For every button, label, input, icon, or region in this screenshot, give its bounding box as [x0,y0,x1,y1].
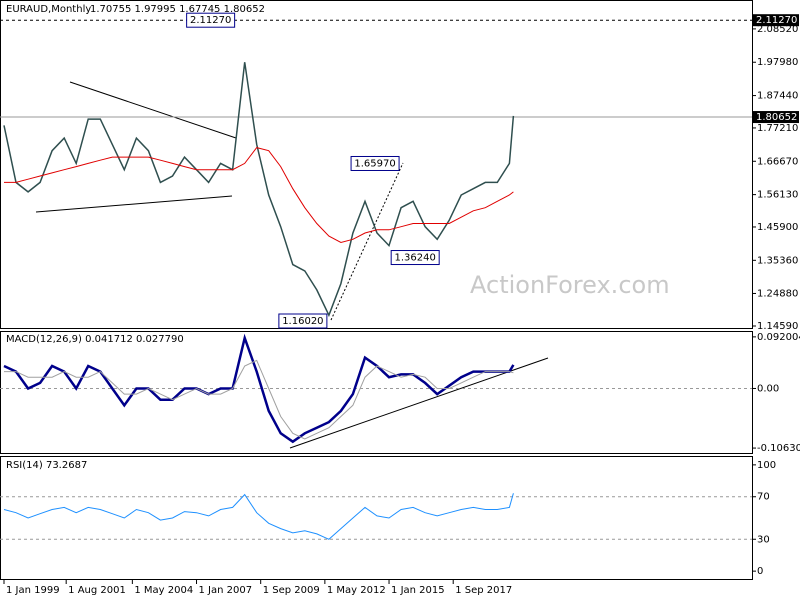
trendlines [35,81,549,449]
y-tick-label: 100 [757,460,776,471]
series-line [3,333,515,444]
level-label: 1.80652 [756,112,797,123]
macd-frame [0,331,753,454]
annotation-label: 1.16020 [282,316,323,327]
y-tick-label: 1.14590 [757,321,798,332]
y-tick-label: 1.97980 [757,57,798,68]
y-tick-label: -0.106308 [757,443,800,454]
chart-title: EURAUD,Monthly [6,4,91,15]
y-tick-label: 1.77210 [757,123,798,134]
series-line [3,62,515,318]
annotation-box [350,155,400,171]
series-line [3,493,514,540]
chart-subtitle: 1.70755 1.97995 1.67745 1.80652 [90,4,265,15]
y-tick-label: 2.08520 [757,24,798,35]
frames [0,0,753,580]
x-tick-label: 1 Aug 2001 [68,585,126,596]
y-tick-label: 1.24880 [757,288,798,299]
y-tick-label: 1.87440 [757,91,798,102]
triangle-lower [35,195,233,213]
y-tick-label: 1.45900 [757,222,798,233]
x-tick-label: 1 Jan 2007 [199,585,253,596]
x-tick-label: 1 Sep 2009 [263,585,320,596]
y-tick-label: 1.66670 [757,156,798,167]
series-line [4,147,514,244]
x-tick-label: 1 May 2012 [327,585,386,596]
annotation-box [390,250,440,266]
y-tick-label: 70 [757,492,770,503]
macd-trendline [289,357,549,449]
level-label: 2.11270 [756,15,797,26]
annotation-label: 2.11270 [190,15,231,26]
annotation-box [186,12,236,28]
y-tick-label: 1.56130 [757,190,798,201]
y-tick-label: 0.092004 [757,332,800,343]
level-box [752,14,799,27]
x-tick-label: 1 Jan 1999 [6,585,60,596]
level-box [752,111,799,124]
annotation-box [278,313,328,329]
watermark: ActionForex.com [470,271,670,299]
swing-line [330,162,404,321]
x-tick-label: 1 May 2004 [134,585,193,596]
y-tick-label: 0.00 [757,383,779,394]
annotation-label: 1.65970 [354,158,395,169]
rsi-frame [0,456,753,580]
y-tick-label: 30 [757,534,770,545]
macd-title: MACD(12,26,9) 0.041712 0.027790 [6,334,184,345]
x-tick-label: 1 Jan 2015 [391,585,445,596]
triangle-upper [69,81,237,139]
series-line [4,359,514,440]
price-frame [0,0,753,329]
x-tick-label: 1 Sep 2017 [455,585,512,596]
y-tick-label: 1.35360 [757,255,798,266]
annotation-label: 1.36240 [394,253,435,264]
y-tick-label: 0 [757,566,763,577]
rsi-title: RSI(14) 73.2687 [6,460,87,471]
